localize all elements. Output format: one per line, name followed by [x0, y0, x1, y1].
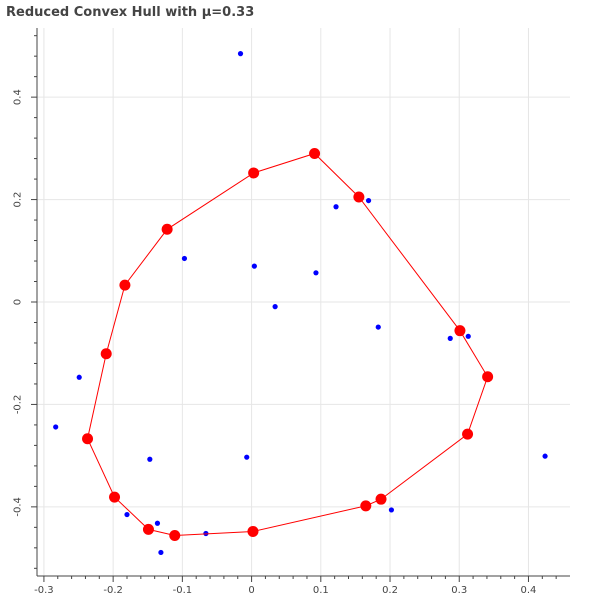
y-tick-label: 0.2: [13, 192, 24, 208]
data-point: [237, 51, 244, 57]
y-tick-label: -0.4: [13, 497, 24, 517]
data-point: [53, 424, 59, 430]
hull-vertex: [142, 523, 154, 535]
data-point: [365, 197, 372, 204]
y-tick-label: 0.4: [13, 89, 24, 105]
hull-series: [82, 147, 494, 542]
hull-vertex: [169, 530, 181, 542]
data-point: [313, 270, 319, 276]
hull-vertex: [375, 493, 387, 505]
x-tick-label: -0.3: [34, 585, 54, 596]
x-tick-label: 0.4: [521, 585, 537, 596]
hull-vertex: [248, 167, 260, 179]
data-point: [154, 520, 161, 526]
data-point: [542, 453, 548, 459]
chart-title: Reduced Convex Hull with μ=0.33: [6, 5, 255, 20]
x-tick-label: 0.2: [382, 585, 398, 596]
data-point: [333, 204, 339, 210]
hull-vertex: [454, 325, 466, 337]
hull-vertex: [360, 500, 372, 512]
x-axis-ticks: -0.3 -0.2 -0.1 0 0.1 0.2 0.3 0.4: [34, 576, 557, 596]
data-point: [272, 304, 278, 310]
hull-vertex: [119, 279, 131, 291]
hull-vertex: [82, 433, 94, 445]
x-tick-label: 0.1: [313, 585, 329, 596]
data-point: [375, 324, 381, 330]
hull-vertex: [100, 348, 112, 360]
data-point: [147, 456, 153, 462]
hull-vertex: [309, 147, 321, 159]
y-axis-ticks: -0.4 -0.2 0 0.2 0.4: [13, 35, 37, 569]
hull-vertex: [109, 491, 121, 503]
data-points: [53, 51, 548, 556]
y-tick-label: -0.2: [13, 395, 24, 415]
hull-line: [87, 152, 489, 537]
hull-vertex: [462, 428, 474, 440]
data-point: [158, 549, 164, 556]
x-tick-label: -0.2: [103, 585, 123, 596]
data-point: [181, 255, 188, 262]
hull-vertex: [353, 191, 365, 203]
x-tick-label: -0.1: [173, 585, 193, 596]
data-point: [124, 511, 130, 518]
data-point: [76, 374, 82, 380]
hull-vertex: [161, 223, 173, 235]
data-point: [244, 454, 250, 460]
y-tick-label: 0: [13, 299, 24, 305]
x-tick-label: 0: [248, 585, 254, 596]
data-point: [388, 507, 395, 513]
hull-vertex: [247, 525, 259, 537]
data-point: [447, 335, 453, 341]
hull-vertex: [482, 371, 494, 383]
data-point: [465, 333, 471, 339]
data-point: [251, 263, 257, 269]
x-tick-label: 0.3: [451, 585, 467, 596]
grid-lines: [37, 28, 570, 576]
